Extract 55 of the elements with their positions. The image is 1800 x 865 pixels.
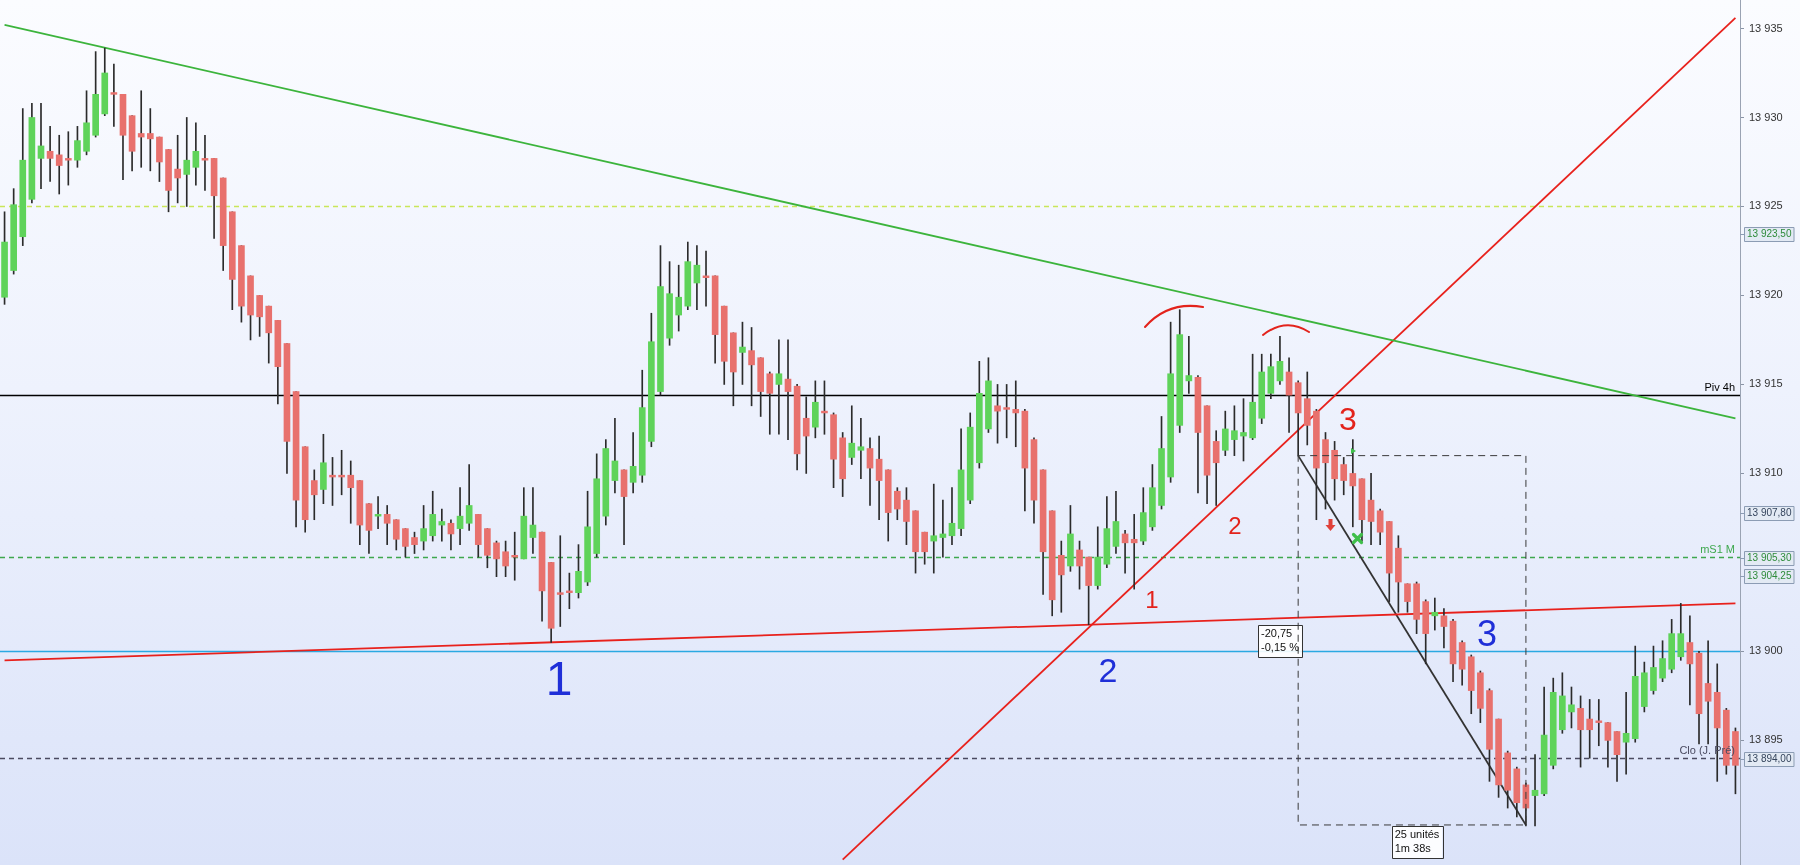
annotation: -20,75 -0,15 % <box>1261 626 1300 653</box>
candlestick <box>347 460 355 524</box>
annotation: 2 <box>1228 511 1242 539</box>
candlestick <box>948 487 956 545</box>
candlestick <box>46 126 54 182</box>
candlestick <box>137 90 145 168</box>
candlestick <box>1531 754 1539 827</box>
text: 13 894,00 <box>1747 753 1792 765</box>
y-tick-label: 13 900 <box>1749 644 1783 657</box>
candlestick <box>146 108 154 172</box>
y-tick-label: 13 935 <box>1749 21 1783 34</box>
candlestick <box>1622 692 1630 775</box>
y-tick-label: 13 895 <box>1749 733 1783 746</box>
y-tick-label: 13 915 <box>1749 377 1783 390</box>
candlestick <box>784 339 792 440</box>
text: 13 907,80 <box>1747 507 1792 519</box>
candlestick <box>1431 597 1439 631</box>
candlestick <box>383 505 391 545</box>
candlestick <box>55 134 63 195</box>
candlestick <box>1586 699 1594 759</box>
annotation: 1 <box>545 652 573 706</box>
candlestick <box>775 339 783 435</box>
candlestick <box>529 487 537 554</box>
ref-line-label: Piv 4h <box>1704 380 1735 393</box>
y-tick-label: 13 930 <box>1749 110 1783 123</box>
y-tick-label: 13 910 <box>1749 466 1783 479</box>
candlestick <box>857 417 865 480</box>
candlestick <box>1349 439 1357 528</box>
annotation: 2 <box>1098 651 1118 690</box>
ref-line-label: Clo (J. Pré) <box>1679 743 1735 756</box>
text: 13 905,30 <box>1747 551 1792 563</box>
candlestick <box>930 483 938 574</box>
candlestick <box>1185 336 1193 394</box>
y-tick-label: 13 920 <box>1749 288 1783 301</box>
annotation: 3 <box>1339 400 1357 437</box>
candlestick <box>65 131 72 186</box>
text: 13 904,25 <box>1747 570 1792 582</box>
candlestick <box>1704 640 1712 745</box>
y-tick-label: 13 925 <box>1749 199 1783 212</box>
annotation: 25 unités 1m 38s <box>1394 827 1440 854</box>
candlestick <box>456 487 464 545</box>
candlestick <box>1012 380 1020 448</box>
candlestick <box>37 102 45 189</box>
candlestick <box>183 117 191 207</box>
ref-line-label: mS1 M <box>1700 542 1735 555</box>
candlestick <box>1686 615 1694 706</box>
annotation: 1 <box>1145 585 1159 613</box>
candlestick <box>110 63 118 127</box>
candlestick <box>802 396 810 474</box>
candlestick <box>848 405 856 465</box>
annotation: 3 <box>1476 612 1498 654</box>
candlestick <box>556 535 564 627</box>
text: 13 923,50 <box>1747 227 1792 239</box>
candlestick <box>1130 514 1138 590</box>
candlestick <box>201 134 209 191</box>
